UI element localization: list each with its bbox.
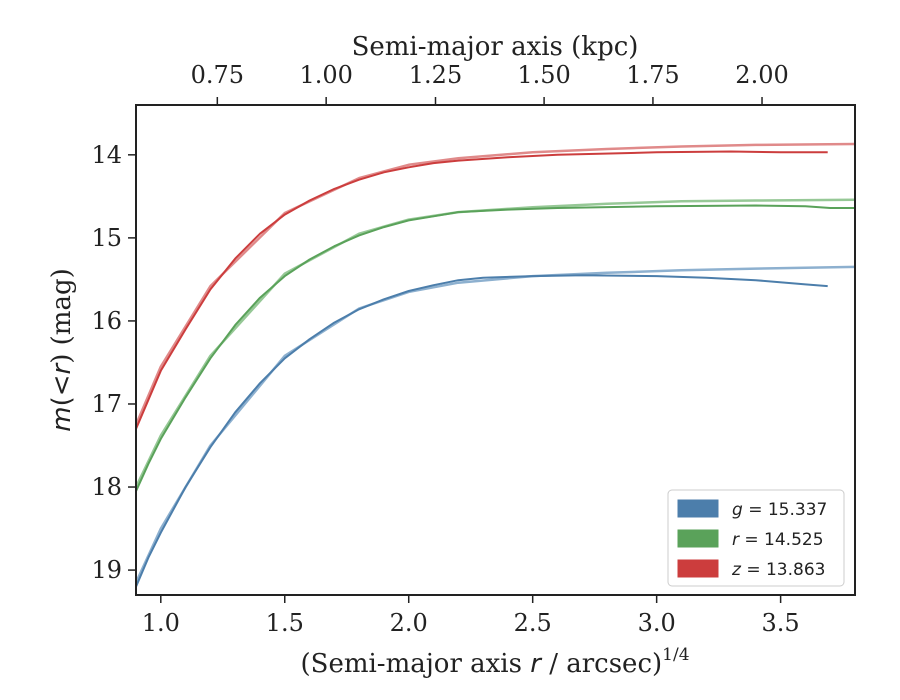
legend-label-z: z = 13.863: [731, 560, 825, 580]
top-tick-label: 0.75: [191, 61, 244, 89]
legend-swatch-z: [677, 559, 719, 578]
legend-var-g: g: [732, 500, 748, 520]
x-axis-title-prefix: (Semi-major axis: [300, 649, 530, 679]
legend-var-r: r: [732, 530, 744, 550]
y-axis-title-m: m: [47, 406, 77, 431]
top-tick-label: 1.50: [517, 61, 570, 89]
top-tick-label: 2.00: [735, 61, 788, 89]
y-tick-label: 19: [91, 556, 122, 584]
legend-swatch-g: [677, 499, 719, 518]
top-axis-title: Semi-major axis (kpc): [352, 32, 639, 62]
tick-labels: 1.0 1.5 2.0 2.5 3.0 3.5 14 15 16 17 18 19 0.75 1.00 1.…: [91, 61, 799, 637]
x-tick-label: 3.0: [638, 609, 676, 637]
y-axis-title-r: r: [47, 361, 77, 374]
x-axis-title-mid: / arcsec): [541, 649, 662, 679]
y-axis-title-lt: (<: [47, 374, 77, 406]
model-curve-z: [134, 142, 856, 426]
y-tick-label: 16: [91, 307, 122, 335]
plot-frame: [135, 104, 856, 596]
y-tick-label: 18: [91, 473, 122, 501]
legend-var-z: z: [731, 560, 746, 580]
x-tick-label: 3.5: [762, 609, 800, 637]
tick-marks: [128, 97, 782, 603]
legend-swatch-r: [677, 529, 719, 548]
y-axis-title: m(<r) (mag): [47, 268, 77, 431]
legend-value-g: = 15.337: [748, 500, 827, 520]
x-tick-label: 1.5: [266, 609, 304, 637]
top-tick-label: 1.25: [409, 61, 462, 89]
data-curves: [135, 150, 855, 588]
legend-value-r: = 14.525: [744, 530, 823, 550]
top-tick-label: 1.75: [626, 61, 679, 89]
y-axis-title-suffix: ) (mag): [47, 268, 77, 364]
x-axis-title: (Semi-major axis r / arcsec)1/4: [300, 645, 689, 679]
x-tick-label: 2.5: [514, 609, 552, 637]
data-curve-r: [135, 204, 855, 492]
data-curve-g: [135, 274, 828, 588]
top-tick-label: 1.00: [299, 61, 352, 89]
x-tick-label: 1.0: [142, 609, 180, 637]
legend-label-g: g = 15.337: [732, 500, 827, 520]
model-curve-r: [134, 198, 856, 488]
legend-label-r: r = 14.525: [732, 530, 824, 550]
y-tick-label: 14: [91, 141, 122, 169]
y-tick-label: 15: [91, 224, 122, 252]
x-tick-label: 2.0: [390, 609, 428, 637]
legend-value-z: = 13.863: [746, 560, 825, 580]
x-axis-title-var: r: [530, 649, 543, 679]
y-tick-label: 17: [91, 390, 122, 418]
x-axis-title-exp: 1/4: [662, 645, 689, 665]
data-curve-z: [135, 150, 828, 430]
